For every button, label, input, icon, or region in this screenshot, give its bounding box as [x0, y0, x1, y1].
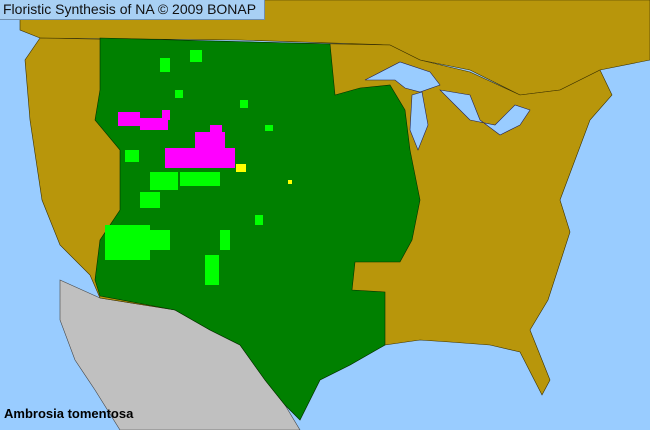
species-present-region	[94, 37, 421, 421]
lake-huron-erie	[439, 89, 531, 136]
noxious-counties	[118, 110, 235, 168]
lake-michigan	[409, 91, 429, 151]
species-name: Ambrosia tomentosa	[4, 406, 134, 421]
rare-counties	[236, 164, 292, 184]
canada-region	[19, 0, 650, 96]
native-counties	[105, 50, 273, 285]
great-lakes	[364, 61, 441, 93]
map-title: Floristic Synthesis of NA © 2009 BONAP	[0, 0, 266, 20]
